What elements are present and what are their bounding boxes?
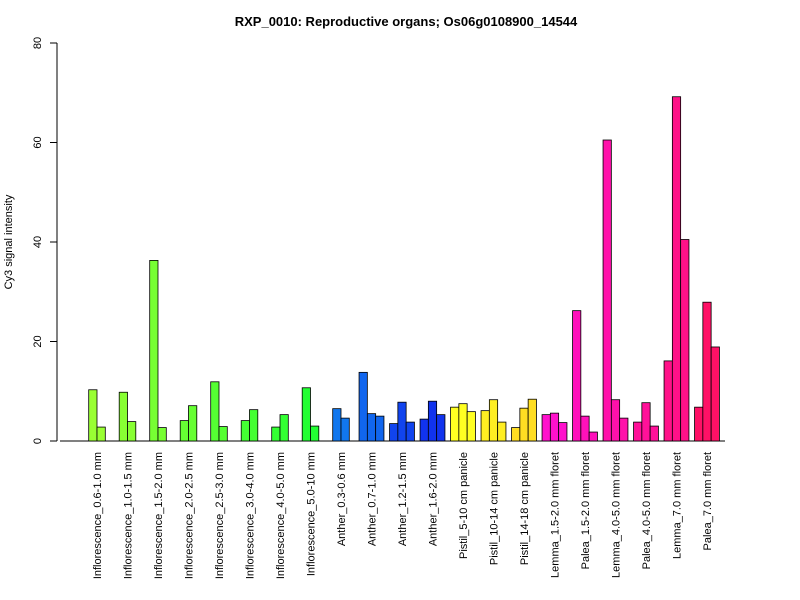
bar <box>633 421 643 442</box>
x-tick-label: Inflorescence_3.0-4.0 mm <box>245 452 257 579</box>
bar <box>619 417 629 442</box>
bar <box>419 418 429 442</box>
x-tick-label: Lemma_4.0-5.0 mm floret <box>611 452 623 578</box>
x-tick-label: Pistil_14-18 cm panicle <box>519 452 531 565</box>
y-tick-label: 0 <box>32 438 44 444</box>
x-tick-label: Anther_1.2-1.5 mm <box>397 452 409 546</box>
bar <box>405 421 415 442</box>
bar <box>549 412 560 442</box>
x-tick-label: Anther_1.6-2.0 mm <box>428 452 440 546</box>
bar <box>279 414 289 442</box>
x-tick-label: Palea_4.0-5.0 mm floret <box>641 452 653 569</box>
bar <box>541 414 551 442</box>
bar <box>366 413 377 442</box>
x-tick-label: Anther_0.3-0.6 mm <box>336 452 348 546</box>
bar <box>157 427 167 442</box>
x-tick-label: Inflorescence_0.6-1.0 mm <box>92 452 104 579</box>
chart-title: RXP_0010: Reproductive organs; Os06g0108… <box>235 14 578 29</box>
bar <box>602 139 612 442</box>
bar <box>310 425 320 442</box>
y-tick-label: 80 <box>32 37 44 49</box>
x-tick-label: Inflorescence_2.5-3.0 mm <box>214 452 226 579</box>
bar <box>488 399 499 442</box>
x-tick-label: Pistil_5-10 cm panicle <box>458 452 470 559</box>
x-tick-label: Palea_1.5-2.0 mm floret <box>580 452 592 569</box>
bar <box>710 346 720 442</box>
x-tick-label: Inflorescence_1.0-1.5 mm <box>123 452 135 579</box>
bar <box>210 381 220 442</box>
bar <box>436 414 446 442</box>
bar <box>375 415 385 442</box>
bar <box>249 409 259 442</box>
x-tick-label: Inflorescence_5.0-10 mm <box>306 452 318 576</box>
bar <box>641 402 651 442</box>
bar <box>558 422 568 442</box>
y-axis-label: Cy3 signal intensity <box>3 194 15 289</box>
bar <box>271 426 281 442</box>
bar <box>188 405 198 442</box>
bar <box>118 391 128 442</box>
bar <box>450 406 460 442</box>
bar <box>580 415 590 442</box>
x-tick-label: Palea_7.0 mm floret <box>702 452 714 550</box>
bar <box>96 426 106 442</box>
y-tick-label: 20 <box>32 335 44 347</box>
bar <box>694 406 704 442</box>
x-tick-label: Inflorescence_1.5-2.0 mm <box>153 452 165 579</box>
x-tick-label: Lemma_7.0 mm floret <box>672 452 684 559</box>
bar <box>397 401 407 442</box>
bar <box>466 411 476 442</box>
bar <box>702 301 712 442</box>
x-tick-label: Inflorescence_4.0-5.0 mm <box>275 452 287 579</box>
bar <box>358 371 368 442</box>
bar <box>240 420 250 442</box>
bar <box>427 400 438 442</box>
bar <box>480 410 490 442</box>
bar <box>179 420 189 442</box>
bar <box>610 399 621 442</box>
x-tick-label: Anther_0.7-1.0 mm <box>367 452 379 546</box>
x-tick-label: Pistil_10-14 cm panicle <box>489 452 501 565</box>
bar <box>389 423 399 442</box>
x-tick-label: Inflorescence_2.0-2.5 mm <box>184 452 196 579</box>
bar <box>511 427 521 442</box>
bar <box>149 260 159 442</box>
bar <box>497 421 507 442</box>
x-tick-label: Lemma_1.5-2.0 mm floret <box>550 452 562 578</box>
bar <box>680 239 690 442</box>
bar <box>527 398 537 442</box>
y-tick-label: 60 <box>32 136 44 148</box>
bar <box>519 407 529 442</box>
bar <box>127 421 137 442</box>
bar <box>340 417 350 442</box>
bar <box>301 387 311 442</box>
bar <box>572 310 582 442</box>
bar <box>649 425 659 442</box>
bar <box>218 426 228 442</box>
bar <box>663 360 673 442</box>
bar <box>332 408 342 442</box>
plot-area: 0 20 40 60 80 Inflorescence_0.6-1.0 mm Inflore… <box>32 37 725 579</box>
bar <box>671 96 682 442</box>
y-tick-label: 40 <box>32 236 44 248</box>
bar <box>458 403 468 442</box>
bar <box>588 431 598 442</box>
bar <box>88 389 98 442</box>
